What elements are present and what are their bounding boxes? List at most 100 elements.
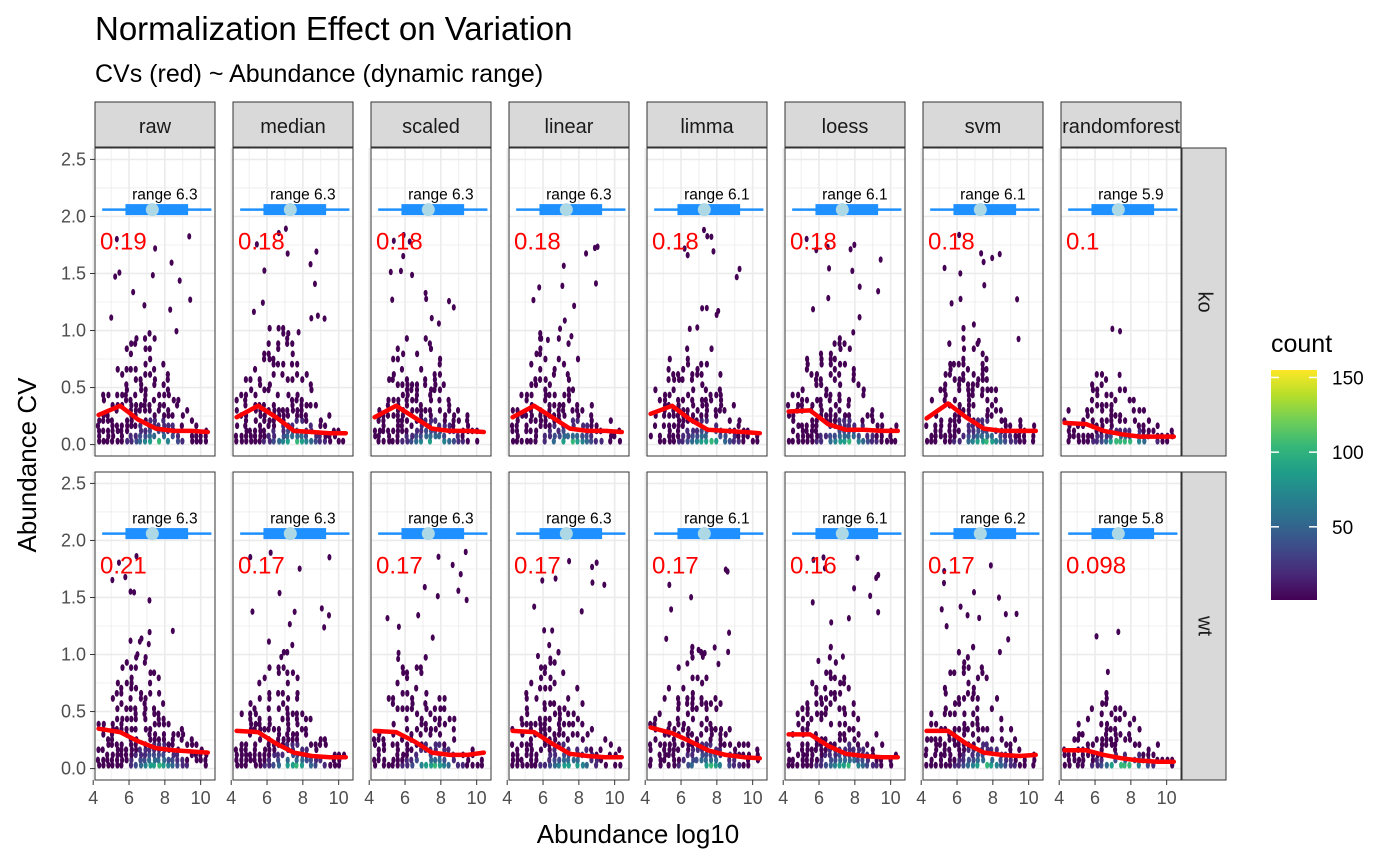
hex-cell (538, 664, 544, 672)
hex-cell (691, 427, 696, 435)
hex-cell (746, 741, 751, 749)
hex-cell (1104, 432, 1109, 440)
hex-cell (452, 736, 457, 743)
hex-cell (846, 412, 852, 419)
hex-cell (134, 437, 139, 445)
hex-cell (815, 432, 820, 440)
hex-cell (589, 746, 594, 754)
range-label: range 6.3 (546, 187, 612, 204)
hex-cell (396, 623, 401, 630)
hex-cell (653, 715, 658, 723)
hex-cell (543, 417, 548, 425)
panel-border (508, 471, 630, 781)
hex-cell (929, 756, 934, 764)
hex-cell (566, 695, 571, 702)
hex-cell (799, 746, 805, 754)
hex-cell (318, 736, 323, 743)
hex-cell (244, 427, 249, 435)
hex-cell (1085, 432, 1091, 440)
hex-cell (276, 406, 282, 414)
hex-cell (1141, 406, 1147, 414)
facet-strip (1060, 101, 1182, 148)
hex-cell (584, 746, 589, 754)
hex-cell (101, 391, 106, 399)
hex-cell (524, 695, 529, 702)
hex-cell (170, 412, 175, 419)
hex-cell (410, 700, 415, 707)
hex-cell (450, 561, 455, 569)
hex-cell (617, 437, 623, 445)
hex-cell (125, 422, 130, 430)
hex-cell (1075, 761, 1080, 769)
hex-cell (529, 360, 534, 368)
cv-label: 0.18 (514, 229, 561, 256)
hex-cell (980, 725, 986, 733)
hex-cell (804, 427, 809, 435)
hex-cell (874, 761, 879, 769)
hex-cell (556, 412, 561, 419)
hex-cell (395, 741, 400, 749)
hex-cell (146, 640, 151, 648)
y-tick-label: 1.0 (61, 321, 86, 341)
hex-cell (376, 432, 381, 440)
hex-cell (799, 422, 805, 430)
hex-cell (1117, 371, 1122, 379)
hex-cell (300, 376, 305, 383)
hex-cell (711, 248, 716, 255)
hex-cell (129, 684, 134, 692)
hex-cell (924, 437, 930, 445)
hex-cell (156, 715, 161, 723)
hex-cell (248, 376, 253, 383)
hex-cell (381, 761, 386, 769)
hex-cell (947, 761, 953, 769)
facet-label: linear (545, 116, 594, 138)
hex-cell (280, 689, 285, 697)
hex-cell (133, 391, 138, 399)
hex-cell (1085, 741, 1090, 749)
hex-cell (837, 705, 842, 713)
hex-cell (709, 437, 714, 445)
hex-cell (252, 365, 258, 373)
hex-cell (309, 437, 314, 445)
hex-cell (1127, 730, 1132, 738)
hex-cell (525, 710, 530, 718)
hex-cell (423, 335, 428, 342)
hex-cell (975, 705, 980, 713)
hex-cell (124, 725, 129, 733)
facet-label: limma (680, 116, 734, 138)
hex-cell (810, 751, 815, 759)
hex-cell (984, 365, 989, 373)
hex-cell (285, 705, 290, 713)
hex-cell (543, 386, 548, 394)
hex-cell (381, 427, 386, 435)
hex-cell (148, 355, 153, 363)
hex-cell (138, 401, 144, 409)
hex-cell (662, 756, 667, 764)
hex-cell (538, 365, 543, 373)
hex-cell (828, 360, 833, 368)
hex-cell (442, 432, 447, 440)
hex-cell (942, 710, 947, 718)
hex-cell (947, 422, 952, 430)
legend-colorbar (1271, 370, 1317, 600)
hex-cell (114, 741, 119, 749)
hex-cell (984, 437, 989, 445)
hex-cell (584, 761, 589, 769)
hex-cell (851, 376, 856, 383)
hex-cell (618, 761, 623, 769)
hex-cell (437, 396, 442, 404)
hex-cell (934, 720, 939, 728)
hex-cell (105, 427, 111, 435)
hex-cell (575, 746, 580, 754)
hex-cell (572, 302, 577, 310)
hex-cell (239, 746, 244, 754)
hex-cell (113, 273, 118, 280)
y-tick-label: 0.5 (61, 702, 86, 722)
hex-cell (538, 345, 543, 353)
hex-cell (395, 345, 400, 353)
hex-cell (514, 437, 519, 445)
hex-cell (949, 300, 954, 307)
hex-cell (194, 741, 199, 749)
hex-cell (276, 669, 281, 677)
hex-cell (432, 705, 437, 713)
